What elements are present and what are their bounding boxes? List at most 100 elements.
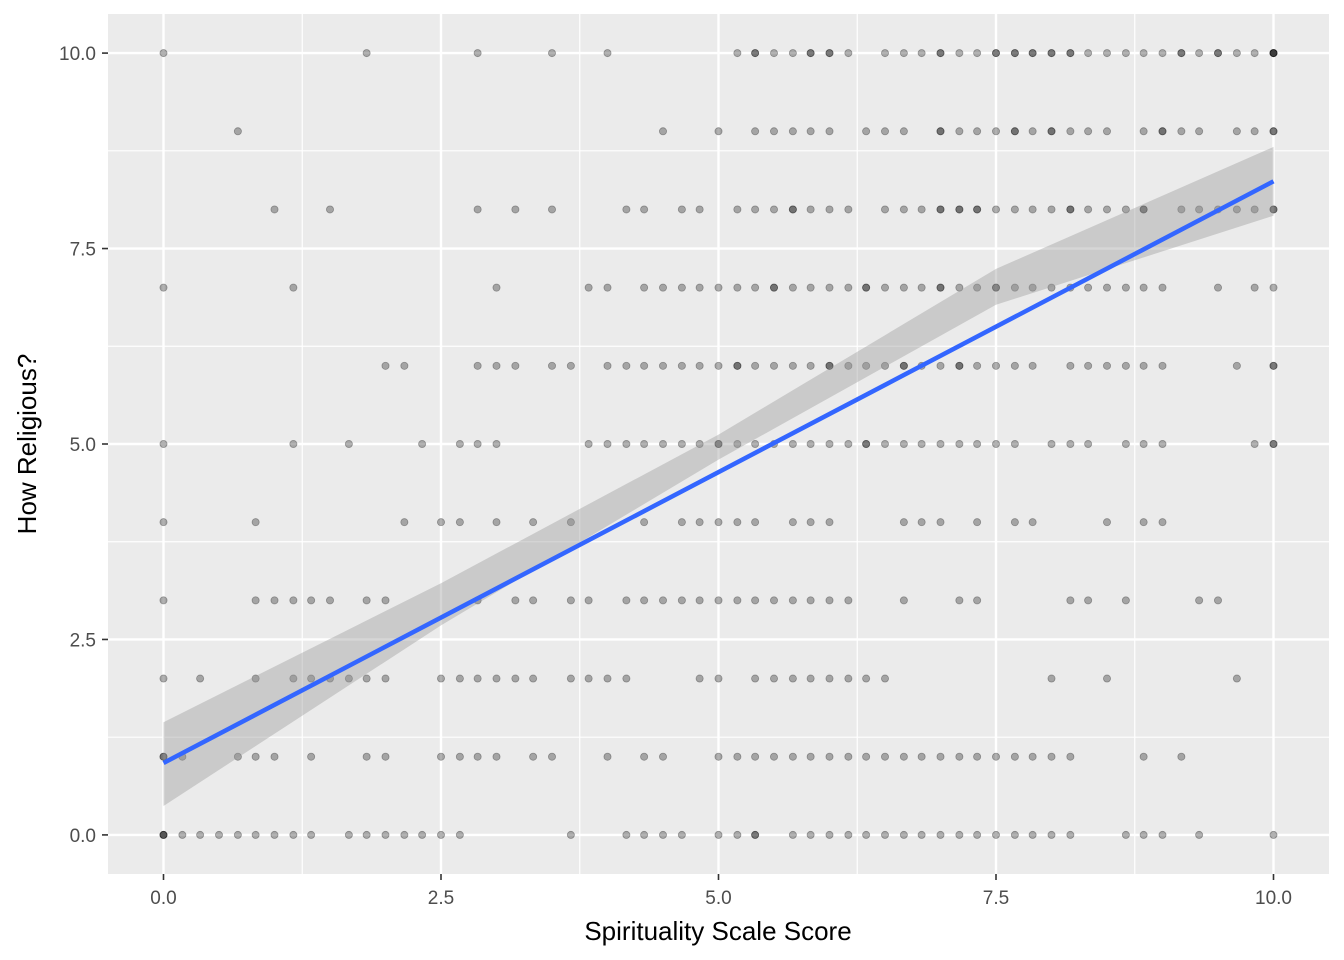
data-point [733, 596, 742, 605]
data-point [640, 596, 649, 605]
data-point [659, 361, 668, 370]
data-point [159, 830, 168, 839]
data-point [1084, 596, 1093, 605]
data-point [1139, 283, 1148, 292]
data-point [899, 205, 908, 214]
data-point [492, 518, 501, 527]
data-point [1158, 49, 1167, 58]
data-point [825, 49, 834, 58]
data-point [584, 283, 593, 292]
data-point [751, 439, 760, 448]
data-point [1177, 752, 1186, 761]
data-point [362, 49, 371, 58]
data-point [1195, 49, 1204, 58]
data-point [806, 830, 815, 839]
data-point [307, 752, 316, 761]
data-point [1103, 205, 1112, 214]
data-point [862, 439, 871, 448]
data-point [381, 596, 390, 605]
x-tick-label: 7.5 [983, 888, 1009, 909]
data-point [862, 361, 871, 370]
data-point [1177, 127, 1186, 136]
data-point [473, 49, 482, 58]
data-point [659, 752, 668, 761]
x-tick-label: 0.0 [150, 888, 176, 909]
data-point [881, 674, 890, 683]
data-point [788, 205, 797, 214]
data-point [640, 361, 649, 370]
data-point [936, 127, 945, 136]
data-point [751, 518, 760, 527]
data-point [973, 439, 982, 448]
x-axis: 0.0 2.5 5.0 7.5 10.0 [150, 874, 1292, 909]
data-point [1028, 518, 1037, 527]
data-point [917, 283, 926, 292]
data-point [992, 752, 1001, 761]
data-point [1010, 439, 1019, 448]
data-point [1269, 830, 1278, 839]
data-point [566, 361, 575, 370]
data-point [1103, 49, 1112, 58]
data-point [917, 752, 926, 761]
data-point [1084, 361, 1093, 370]
data-point [640, 518, 649, 527]
data-point [751, 830, 760, 839]
data-point [214, 830, 223, 839]
data-point [1010, 127, 1019, 136]
data-point [751, 674, 760, 683]
data-point [659, 830, 668, 839]
data-point [251, 752, 260, 761]
data-point [1232, 361, 1241, 370]
data-point [1195, 127, 1204, 136]
data-point [955, 283, 964, 292]
data-point [548, 361, 557, 370]
data-point [1139, 439, 1148, 448]
data-point [733, 752, 742, 761]
data-point [806, 674, 815, 683]
data-point [1028, 830, 1037, 839]
data-point [1084, 283, 1093, 292]
data-point [1010, 205, 1019, 214]
data-point [289, 439, 298, 448]
data-point [677, 283, 686, 292]
data-point [1121, 596, 1130, 605]
data-point [622, 830, 631, 839]
data-point [1047, 439, 1056, 448]
data-point [992, 361, 1001, 370]
data-point [159, 752, 168, 761]
data-point [436, 830, 445, 839]
data-point [973, 596, 982, 605]
data-point [603, 674, 612, 683]
x-tick-label: 5.0 [705, 888, 731, 909]
data-point [695, 596, 704, 605]
data-point [844, 830, 853, 839]
data-point [640, 205, 649, 214]
data-point [1232, 49, 1241, 58]
data-point [825, 752, 834, 761]
data-point [473, 205, 482, 214]
data-point [1232, 127, 1241, 136]
data-point [455, 674, 464, 683]
data-point [992, 49, 1001, 58]
data-point [1139, 830, 1148, 839]
data-point [159, 830, 168, 839]
data-point [677, 361, 686, 370]
data-point [436, 518, 445, 527]
data-point [955, 596, 964, 605]
data-point [659, 439, 668, 448]
data-point [973, 283, 982, 292]
data-point [714, 361, 723, 370]
data-point [1269, 283, 1278, 292]
data-point [289, 283, 298, 292]
data-point [400, 518, 409, 527]
data-point [1139, 361, 1148, 370]
data-point [1214, 49, 1223, 58]
data-point [881, 283, 890, 292]
data-point [788, 361, 797, 370]
data-point [455, 439, 464, 448]
data-point [844, 49, 853, 58]
data-point [511, 674, 520, 683]
data-point [455, 752, 464, 761]
data-point [806, 49, 815, 58]
